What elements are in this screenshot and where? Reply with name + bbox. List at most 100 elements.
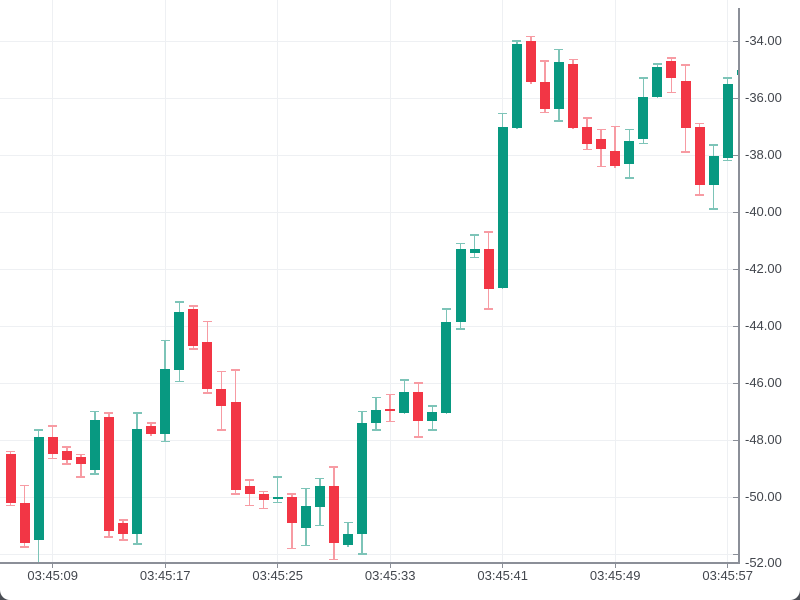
candle-high-cap bbox=[216, 370, 226, 373]
candle-body-down bbox=[694, 126, 705, 185]
candle-high-cap bbox=[484, 231, 494, 233]
candle-body-down bbox=[385, 408, 396, 412]
candle-body-up bbox=[272, 497, 283, 499]
candle-high-cap bbox=[666, 57, 676, 59]
candle-body-up bbox=[441, 321, 452, 413]
candle-high-cap bbox=[554, 48, 564, 51]
time-axis-tick bbox=[389, 564, 391, 568]
candle-low-cap bbox=[723, 159, 733, 162]
candle-low-cap bbox=[456, 328, 465, 330]
candle-body-up bbox=[399, 391, 410, 413]
gridline-horizontal bbox=[0, 439, 739, 441]
gridline-horizontal bbox=[0, 154, 739, 156]
time-axis-tick bbox=[52, 564, 54, 568]
candle-body-up bbox=[455, 249, 466, 322]
price-axis-label: -50.00 bbox=[745, 489, 782, 504]
candle-low-cap bbox=[48, 457, 58, 460]
candle-body-down bbox=[286, 497, 297, 523]
candle-body-up bbox=[160, 368, 171, 435]
price-axis-line bbox=[738, 8, 740, 564]
candle-body-down bbox=[47, 437, 58, 455]
time-axis-label: 03:45:17 bbox=[139, 568, 191, 583]
price-axis-label: -52.00 bbox=[745, 555, 782, 570]
candle-body-down bbox=[61, 451, 72, 460]
gridline-horizontal bbox=[0, 97, 739, 99]
candle-high-cap bbox=[540, 60, 550, 62]
candle-body-down bbox=[216, 388, 227, 406]
candle-body-down bbox=[230, 401, 241, 490]
candle-low-cap bbox=[160, 440, 170, 443]
candle-body-up bbox=[132, 428, 143, 535]
candle-low-cap bbox=[681, 151, 690, 153]
gridline-horizontal bbox=[0, 325, 739, 327]
gridline-vertical bbox=[614, 0, 616, 562]
candle-body-down bbox=[610, 150, 621, 167]
time-axis-tick bbox=[614, 564, 616, 568]
candle-high-cap bbox=[90, 410, 100, 413]
candle-body-up bbox=[722, 83, 733, 158]
candle-low-cap bbox=[315, 524, 325, 527]
candle-body-up bbox=[427, 411, 438, 422]
candle-body-down bbox=[5, 454, 16, 503]
candle-low-cap bbox=[301, 544, 311, 547]
candle-low-cap bbox=[357, 553, 367, 555]
candle-low-cap bbox=[709, 208, 719, 210]
candle-body-down bbox=[666, 60, 677, 79]
candle-body-up bbox=[469, 249, 480, 254]
candle-low-cap bbox=[6, 504, 15, 507]
price-axis-label: -46.00 bbox=[745, 375, 782, 390]
candle-body-down bbox=[188, 308, 199, 346]
candle-high-cap bbox=[273, 476, 283, 478]
candle-high-cap bbox=[62, 446, 72, 448]
candle-low-cap bbox=[20, 546, 30, 548]
gridline-horizontal bbox=[0, 553, 739, 555]
candle-low-cap bbox=[118, 539, 128, 541]
candle-body-up bbox=[314, 485, 325, 507]
candle-high-cap bbox=[399, 379, 409, 381]
candle-wick-down bbox=[614, 126, 616, 168]
price-axis-label: -44.00 bbox=[745, 318, 782, 333]
candle-body-up bbox=[553, 62, 564, 110]
candle-high-cap bbox=[48, 425, 58, 427]
candle-high-cap bbox=[329, 466, 339, 468]
candle-body-up bbox=[624, 140, 635, 164]
candle-low-cap bbox=[596, 165, 606, 168]
candle-body-down bbox=[146, 425, 157, 435]
candle-high-cap bbox=[34, 429, 44, 431]
candle-body-down bbox=[202, 341, 213, 389]
candle-high-cap bbox=[582, 117, 592, 119]
gridline-horizontal bbox=[0, 211, 739, 213]
candle-low-cap bbox=[174, 380, 184, 383]
candle-low-cap bbox=[202, 392, 212, 394]
gridline-vertical bbox=[389, 0, 391, 562]
candle-low-cap bbox=[540, 111, 550, 113]
candle-high-cap bbox=[315, 477, 325, 480]
price-axis-tick bbox=[733, 40, 738, 42]
candle-low-cap bbox=[582, 148, 592, 151]
candle-high-cap bbox=[301, 487, 311, 490]
candle-wick-down bbox=[80, 454, 82, 478]
plot-area[interactable] bbox=[0, 0, 739, 563]
candle-low-cap bbox=[427, 429, 437, 431]
candle-body-up bbox=[357, 422, 368, 535]
candle-high-cap bbox=[526, 35, 536, 38]
price-axis-label: -40.00 bbox=[745, 204, 782, 219]
candle-high-cap bbox=[413, 382, 423, 384]
time-axis-tick bbox=[164, 564, 166, 568]
candle-body-down bbox=[244, 485, 255, 495]
price-axis-tick bbox=[733, 325, 738, 327]
time-axis-label: 03:45:25 bbox=[252, 568, 303, 583]
candle-body-down bbox=[568, 63, 578, 128]
time-axis-label: 03:45:09 bbox=[27, 568, 78, 583]
gridline-horizontal bbox=[0, 40, 739, 42]
candle-low-cap bbox=[90, 473, 100, 475]
gridline-vertical bbox=[727, 0, 729, 562]
candle-high-cap bbox=[174, 301, 184, 303]
gridline-horizontal bbox=[0, 382, 739, 384]
time-axis-label: 03:45:49 bbox=[589, 568, 641, 583]
candle-low-cap bbox=[666, 91, 676, 94]
price-axis-tick bbox=[733, 211, 738, 213]
candle-body-down bbox=[539, 82, 550, 110]
time-axis-label: 03:45:57 bbox=[702, 568, 753, 583]
